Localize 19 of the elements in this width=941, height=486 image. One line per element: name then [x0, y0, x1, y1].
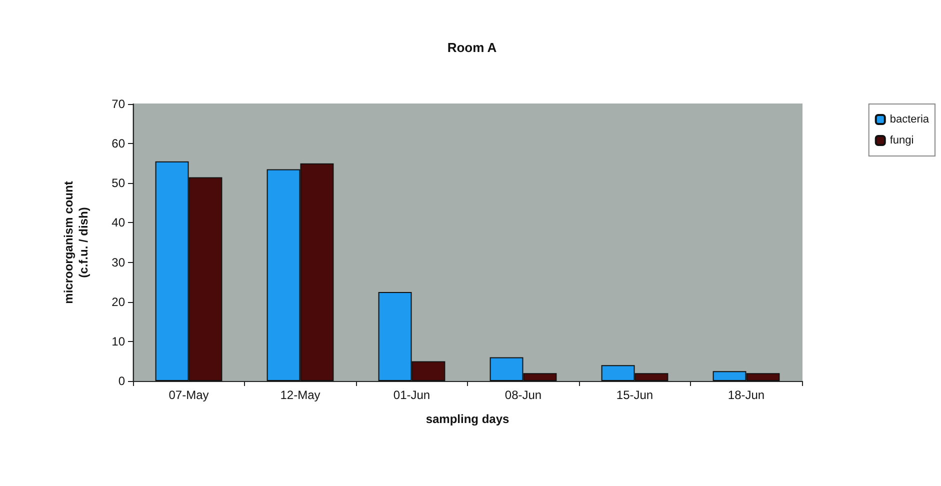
chart-title: Room A: [447, 40, 498, 55]
x-tick-label: 12-May: [280, 388, 320, 402]
y-tick-label: 20: [112, 294, 126, 309]
y-tick-label: 30: [112, 255, 126, 270]
y-tick-label: 0: [118, 374, 126, 388]
x-tick-label: 15-Jun: [616, 388, 654, 402]
y-tick-label: 60: [112, 136, 126, 151]
x-tick-label: 07-May: [168, 388, 209, 402]
x-axis-title: sampling days: [426, 412, 510, 426]
y-tick-label: 50: [112, 176, 126, 190]
x-tick-label: 18-Jun: [728, 388, 765, 402]
y-tick-label: 70: [112, 97, 126, 111]
legend-label: bacteria: [890, 114, 930, 126]
x-tick-label: 01-Jun: [393, 388, 430, 402]
y-axis-title: microorganism count (c.f.u. / dish): [62, 181, 90, 304]
legend-label: fungi: [890, 134, 914, 146]
x-tick-label: 08-Jun: [504, 388, 542, 402]
y-tick-label: 40: [112, 216, 126, 230]
y-tick-label: 10: [112, 334, 126, 348]
